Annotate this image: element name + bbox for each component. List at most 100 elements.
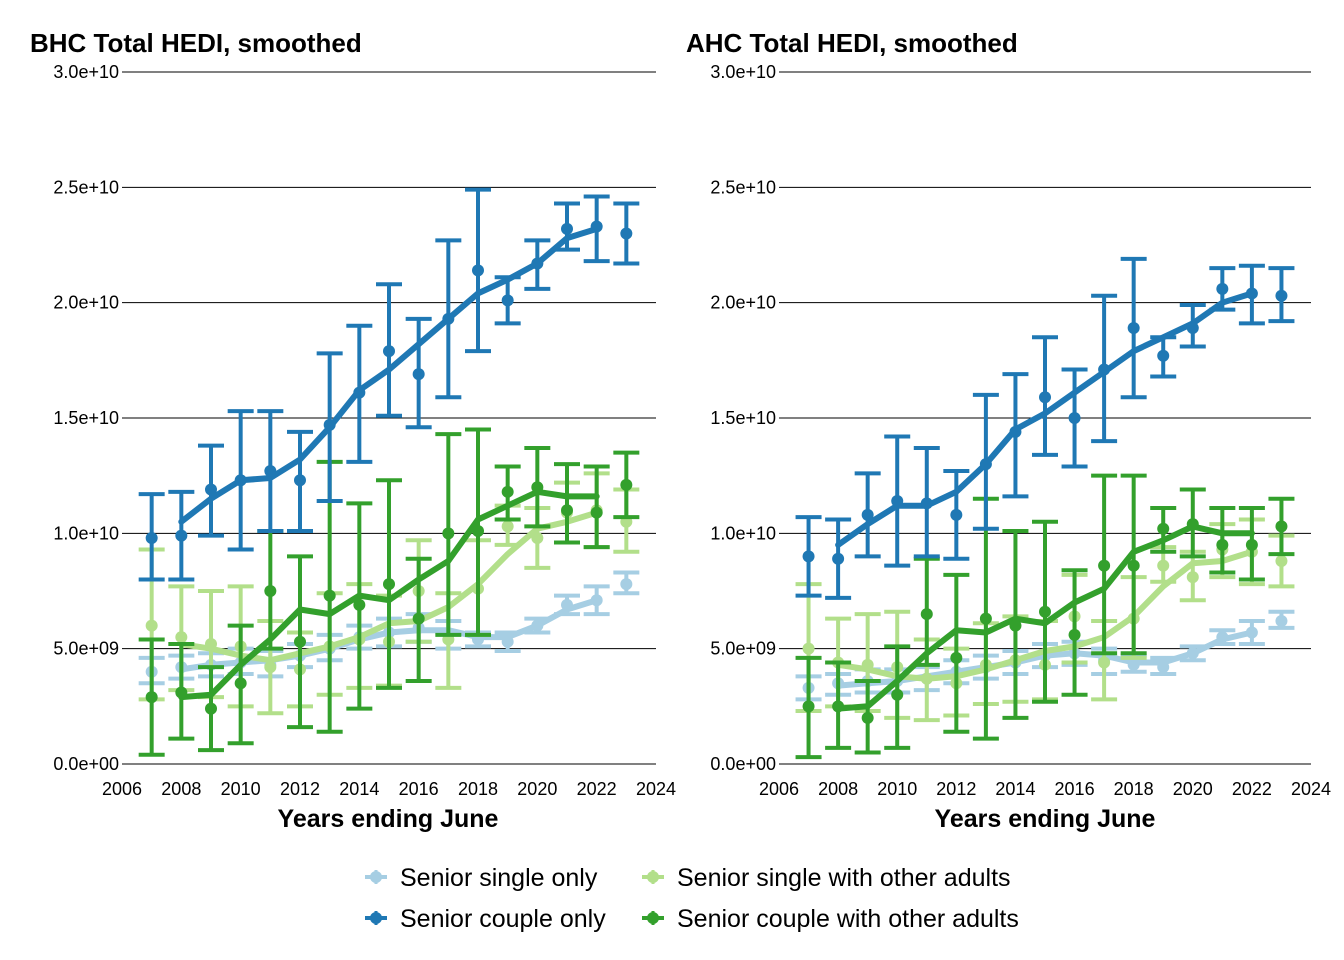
ahc-chart-title: AHC Total HEDI, smoothed	[686, 28, 1018, 58]
y-tick-label: 2.5e+10	[710, 177, 776, 197]
x-tick-label: 2022	[1232, 779, 1272, 799]
ahc-data-marks	[795, 256, 1295, 760]
data-point	[1216, 282, 1229, 295]
legend-item-single-only: Senior single only	[365, 864, 598, 892]
data-point	[175, 529, 188, 542]
legend-label-couple-only: Senior couple only	[400, 905, 606, 933]
data-point	[1127, 658, 1140, 671]
x-tick-label: 2012	[280, 779, 320, 799]
data-point	[561, 504, 573, 517]
x-tick-label: 2022	[577, 779, 617, 799]
x-tick-label: 2010	[221, 779, 261, 799]
y-tick-label: 3.0e+10	[710, 62, 776, 82]
y-tick-label: 5.0e+09	[53, 639, 119, 659]
data-point	[1127, 559, 1140, 572]
data-point	[590, 594, 603, 607]
series-senior-couple-only	[795, 256, 1295, 600]
legend-point	[370, 912, 382, 924]
data-point	[590, 220, 603, 233]
y-tick-label: 1.0e+10	[53, 523, 119, 543]
data-point	[412, 368, 425, 381]
bhc-panel: BHC Total HEDI, smoothed 0.0e+00 5.0e+09 1…	[30, 28, 676, 833]
y-tick-label: 1.5e+10	[53, 408, 119, 428]
bhc-x-tick-labels: 2006 2008 2010 2012 2014 2016 2018 2020 2022 2024	[102, 779, 676, 799]
data-point	[145, 531, 158, 544]
data-point	[175, 631, 188, 644]
data-point	[620, 478, 633, 491]
data-point	[442, 312, 455, 325]
data-point	[205, 638, 217, 651]
x-tick-label: 2006	[102, 779, 142, 799]
data-point	[501, 520, 514, 533]
y-tick-label: 0.0e+00	[53, 754, 119, 774]
data-point	[531, 481, 544, 494]
data-point	[1157, 349, 1170, 362]
x-tick-label: 2006	[759, 779, 799, 799]
legend-symbol-single-with-others	[642, 870, 664, 884]
data-point	[1245, 626, 1258, 639]
data-point	[920, 672, 933, 685]
data-point	[1157, 559, 1170, 572]
data-point	[353, 386, 366, 399]
data-point	[1039, 391, 1051, 404]
data-point	[205, 702, 217, 715]
data-point	[891, 688, 904, 701]
data-point	[145, 691, 158, 704]
data-point	[353, 598, 366, 611]
x-tick-label: 2016	[1055, 779, 1095, 799]
data-point	[323, 589, 336, 602]
data-point	[1245, 287, 1258, 300]
data-point	[383, 345, 395, 358]
legend-label-single-with-others: Senior single with other adults	[677, 864, 1011, 892]
smoothed-line	[835, 523, 1255, 712]
x-tick-label: 2012	[936, 779, 976, 799]
x-tick-label: 2020	[1173, 779, 1213, 799]
data-point	[1098, 363, 1111, 376]
x-tick-label: 2020	[517, 779, 557, 799]
data-point	[412, 612, 425, 625]
data-point	[264, 661, 277, 674]
y-tick-label: 0.0e+00	[710, 754, 776, 774]
data-point	[861, 711, 874, 724]
legend-item-couple-only: Senior couple only	[365, 905, 606, 933]
data-point	[294, 635, 306, 648]
data-point	[802, 700, 815, 713]
x-tick-label: 2014	[995, 779, 1035, 799]
data-point	[1068, 628, 1081, 641]
y-tick-label: 2.0e+10	[710, 293, 776, 313]
smoothed-line	[835, 290, 1255, 548]
data-point	[472, 525, 484, 538]
data-point	[383, 578, 395, 591]
data-point	[1216, 631, 1229, 644]
data-point	[145, 619, 158, 632]
smoothed-line	[178, 225, 600, 525]
data-point	[264, 465, 277, 478]
smoothed-line	[178, 488, 600, 701]
y-tick-label: 5.0e+09	[710, 639, 776, 659]
x-tick-label: 2024	[636, 779, 676, 799]
data-point	[1275, 520, 1288, 533]
data-point	[832, 700, 845, 713]
legend-item-couple-with-others: Senior couple with other adults	[642, 905, 1019, 933]
data-point	[1245, 538, 1258, 551]
ahc-panel: AHC Total HEDI, smoothed 0.0e+00 5.0e+09 1…	[686, 28, 1331, 833]
data-point	[891, 495, 904, 508]
y-tick-label: 2.5e+10	[53, 177, 119, 197]
data-point	[205, 483, 217, 496]
data-point	[920, 497, 933, 510]
data-point	[802, 642, 815, 655]
data-point	[1186, 322, 1199, 335]
x-tick-label: 2024	[1291, 779, 1331, 799]
data-point	[1009, 619, 1022, 632]
series-senior-couple-only	[138, 187, 640, 582]
legend-point	[647, 871, 659, 883]
data-point	[1275, 614, 1288, 627]
legend-item-single-with-others: Senior single with other adults	[642, 864, 1011, 892]
data-point	[590, 506, 603, 519]
data-point	[950, 508, 963, 521]
y-tick-label: 3.0e+10	[53, 62, 119, 82]
data-point	[861, 508, 874, 521]
bhc-x-axis-label: Years ending June	[278, 805, 499, 833]
data-point	[1186, 518, 1199, 531]
